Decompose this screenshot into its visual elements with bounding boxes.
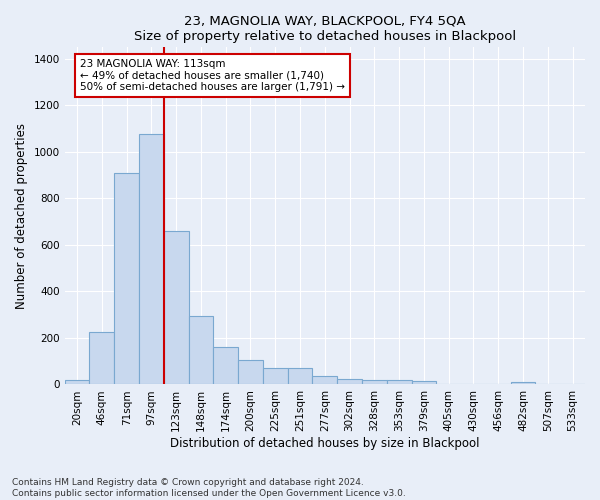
- Bar: [114, 172, 139, 384]
- Y-axis label: Number of detached properties: Number of detached properties: [15, 122, 28, 308]
- Bar: [337, 378, 362, 384]
- Bar: [263, 368, 287, 384]
- Text: 23 MAGNOLIA WAY: 113sqm
← 49% of detached houses are smaller (1,740)
50% of semi: 23 MAGNOLIA WAY: 113sqm ← 49% of detache…: [80, 59, 345, 92]
- Bar: [387, 380, 412, 384]
- Bar: [313, 376, 337, 384]
- Bar: [362, 380, 387, 384]
- Bar: [287, 368, 313, 384]
- Text: Contains HM Land Registry data © Crown copyright and database right 2024.
Contai: Contains HM Land Registry data © Crown c…: [12, 478, 406, 498]
- Bar: [65, 380, 89, 384]
- Bar: [164, 231, 188, 384]
- Bar: [511, 382, 535, 384]
- Bar: [188, 316, 214, 384]
- Title: 23, MAGNOLIA WAY, BLACKPOOL, FY4 5QA
Size of property relative to detached house: 23, MAGNOLIA WAY, BLACKPOOL, FY4 5QA Siz…: [134, 15, 516, 43]
- Bar: [89, 332, 114, 384]
- Bar: [412, 381, 436, 384]
- X-axis label: Distribution of detached houses by size in Blackpool: Distribution of detached houses by size …: [170, 437, 479, 450]
- Bar: [139, 134, 164, 384]
- Bar: [214, 347, 238, 385]
- Bar: [238, 360, 263, 384]
